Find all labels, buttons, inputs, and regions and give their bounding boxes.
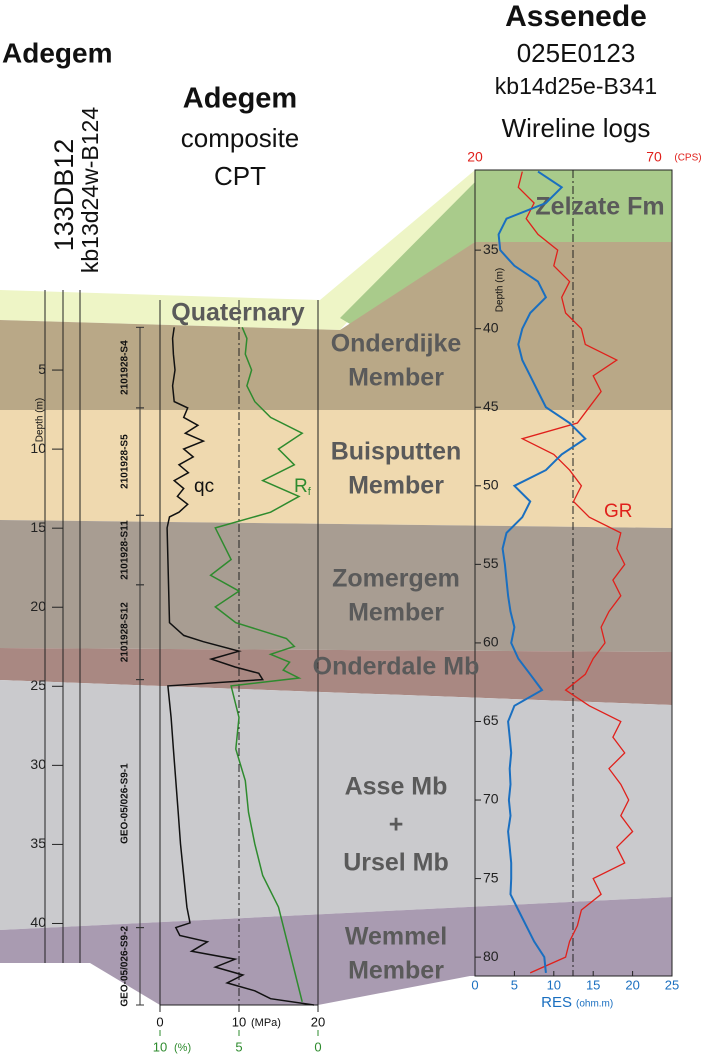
- band-wemmel: [0, 897, 672, 1005]
- x-label: RES: [541, 994, 572, 1011]
- band-asse-ursel: [0, 680, 672, 930]
- log-curve: [497, 170, 587, 974]
- x-unit: (MPa): [251, 1017, 281, 1029]
- right-site: Assenede: [505, 0, 647, 33]
- y-tick-label: 45: [483, 398, 499, 414]
- x-tick-label: 5: [235, 1039, 242, 1054]
- log-curve: [166, 327, 315, 1006]
- curve-label-sub: f: [308, 486, 312, 498]
- x-tick-label: 0: [156, 1014, 163, 1029]
- unit-label: Wemmel: [345, 923, 447, 951]
- cpt-site: Adegem: [183, 83, 297, 115]
- left-code: 133DB12: [49, 139, 79, 252]
- sample-label: GEO-05/026-S9-1: [120, 763, 131, 844]
- log-curve: [209, 327, 304, 1002]
- right-code: 025E0123: [517, 38, 636, 68]
- x-tick-label: 25: [665, 977, 679, 992]
- left-id: kb13d24w-B124: [77, 107, 103, 273]
- log-curve: [517, 171, 634, 974]
- y-tick-label: 15: [30, 519, 46, 535]
- y-tick-label: 5: [38, 361, 46, 377]
- x-tick-label: 15: [586, 977, 600, 992]
- y-tick-label: 25: [30, 677, 46, 693]
- sample-label: 2101928-S5: [120, 434, 131, 489]
- curve-label: Rf: [294, 476, 312, 498]
- curve-label: GR: [604, 501, 633, 522]
- unit-label: Zomergem: [332, 565, 460, 593]
- x-tick-label: 20: [467, 149, 483, 165]
- depth-label: Depth (m): [495, 268, 506, 312]
- sample-label: 2101928-S4: [120, 340, 131, 395]
- sample-label: 2101928-S11: [120, 520, 131, 580]
- left-site: Adegem: [2, 37, 112, 68]
- y-tick-label: 55: [483, 555, 499, 571]
- y-tick-label: 40: [30, 914, 46, 930]
- y-tick-label: 75: [483, 869, 499, 885]
- y-tick-label: 40: [483, 319, 499, 335]
- x-tick-label: 0: [314, 1039, 321, 1054]
- unit-label: Onderdale Mb: [313, 653, 480, 681]
- cpt-line2: CPT: [214, 161, 266, 191]
- sample-label: GEO-05/026-S9-2: [120, 926, 131, 1007]
- cpt-line1: composite: [181, 123, 300, 153]
- band-onderdale: [0, 648, 672, 705]
- x-tick-label: 10: [232, 1014, 246, 1029]
- unit-label: Asse Mb: [345, 773, 448, 801]
- sample-label: 2101928-S12: [120, 602, 131, 662]
- y-tick-label: 50: [483, 477, 499, 493]
- unit-label: Ursel Mb: [343, 849, 449, 877]
- unit-label: Buisputten: [331, 438, 462, 466]
- unit-label: Member: [348, 957, 444, 985]
- x-unit: (ohm.m): [576, 999, 613, 1010]
- y-tick-label: 35: [483, 241, 499, 257]
- y-tick-label: 30: [30, 756, 46, 772]
- unit-label: Member: [348, 599, 444, 627]
- unit-label: Member: [348, 364, 444, 392]
- unit-label: Zelzate Fm: [535, 193, 664, 221]
- x-tick-label: 5: [511, 977, 518, 992]
- unit-label: Member: [348, 472, 444, 500]
- right-id: kb14d25e-B341: [495, 73, 657, 99]
- x-unit: (CPS): [674, 153, 701, 164]
- band-buisputten: [0, 410, 672, 528]
- x-tick-label: 20: [625, 977, 639, 992]
- titles: Adegem 133DB12 kb13d24w-B124 Adegem comp…: [2, 0, 657, 442]
- x-tick-label: 0: [471, 977, 478, 992]
- depth-label: Depth (m): [35, 398, 46, 442]
- curve-label-main: R: [294, 476, 308, 497]
- y-tick-label: 70: [483, 791, 499, 807]
- unit-label: Quaternary: [171, 299, 304, 327]
- y-tick-label: 65: [483, 712, 499, 728]
- band-onderdijke: [0, 242, 672, 410]
- x-unit: (%): [174, 1042, 191, 1054]
- y-tick-label: 10: [30, 440, 46, 456]
- y-tick-label: 60: [483, 634, 499, 650]
- curve-label: qc: [194, 476, 214, 497]
- unit-label: +: [389, 811, 404, 839]
- band-quaternary: [0, 170, 475, 330]
- y-tick-label: 35: [30, 835, 46, 851]
- x-tick-label: 70: [646, 149, 662, 165]
- frames: [44, 169, 673, 1006]
- right-subtitle: Wireline logs: [502, 113, 651, 143]
- band-zelzate: [340, 170, 672, 330]
- y-tick-label: 80: [483, 948, 499, 964]
- unit-label: Onderdijke: [331, 330, 462, 358]
- x-tick-label: 20: [311, 1014, 325, 1029]
- x-tick-label: 10: [153, 1039, 167, 1054]
- y-tick-label: 20: [30, 598, 46, 614]
- x-tick-label: 10: [547, 977, 561, 992]
